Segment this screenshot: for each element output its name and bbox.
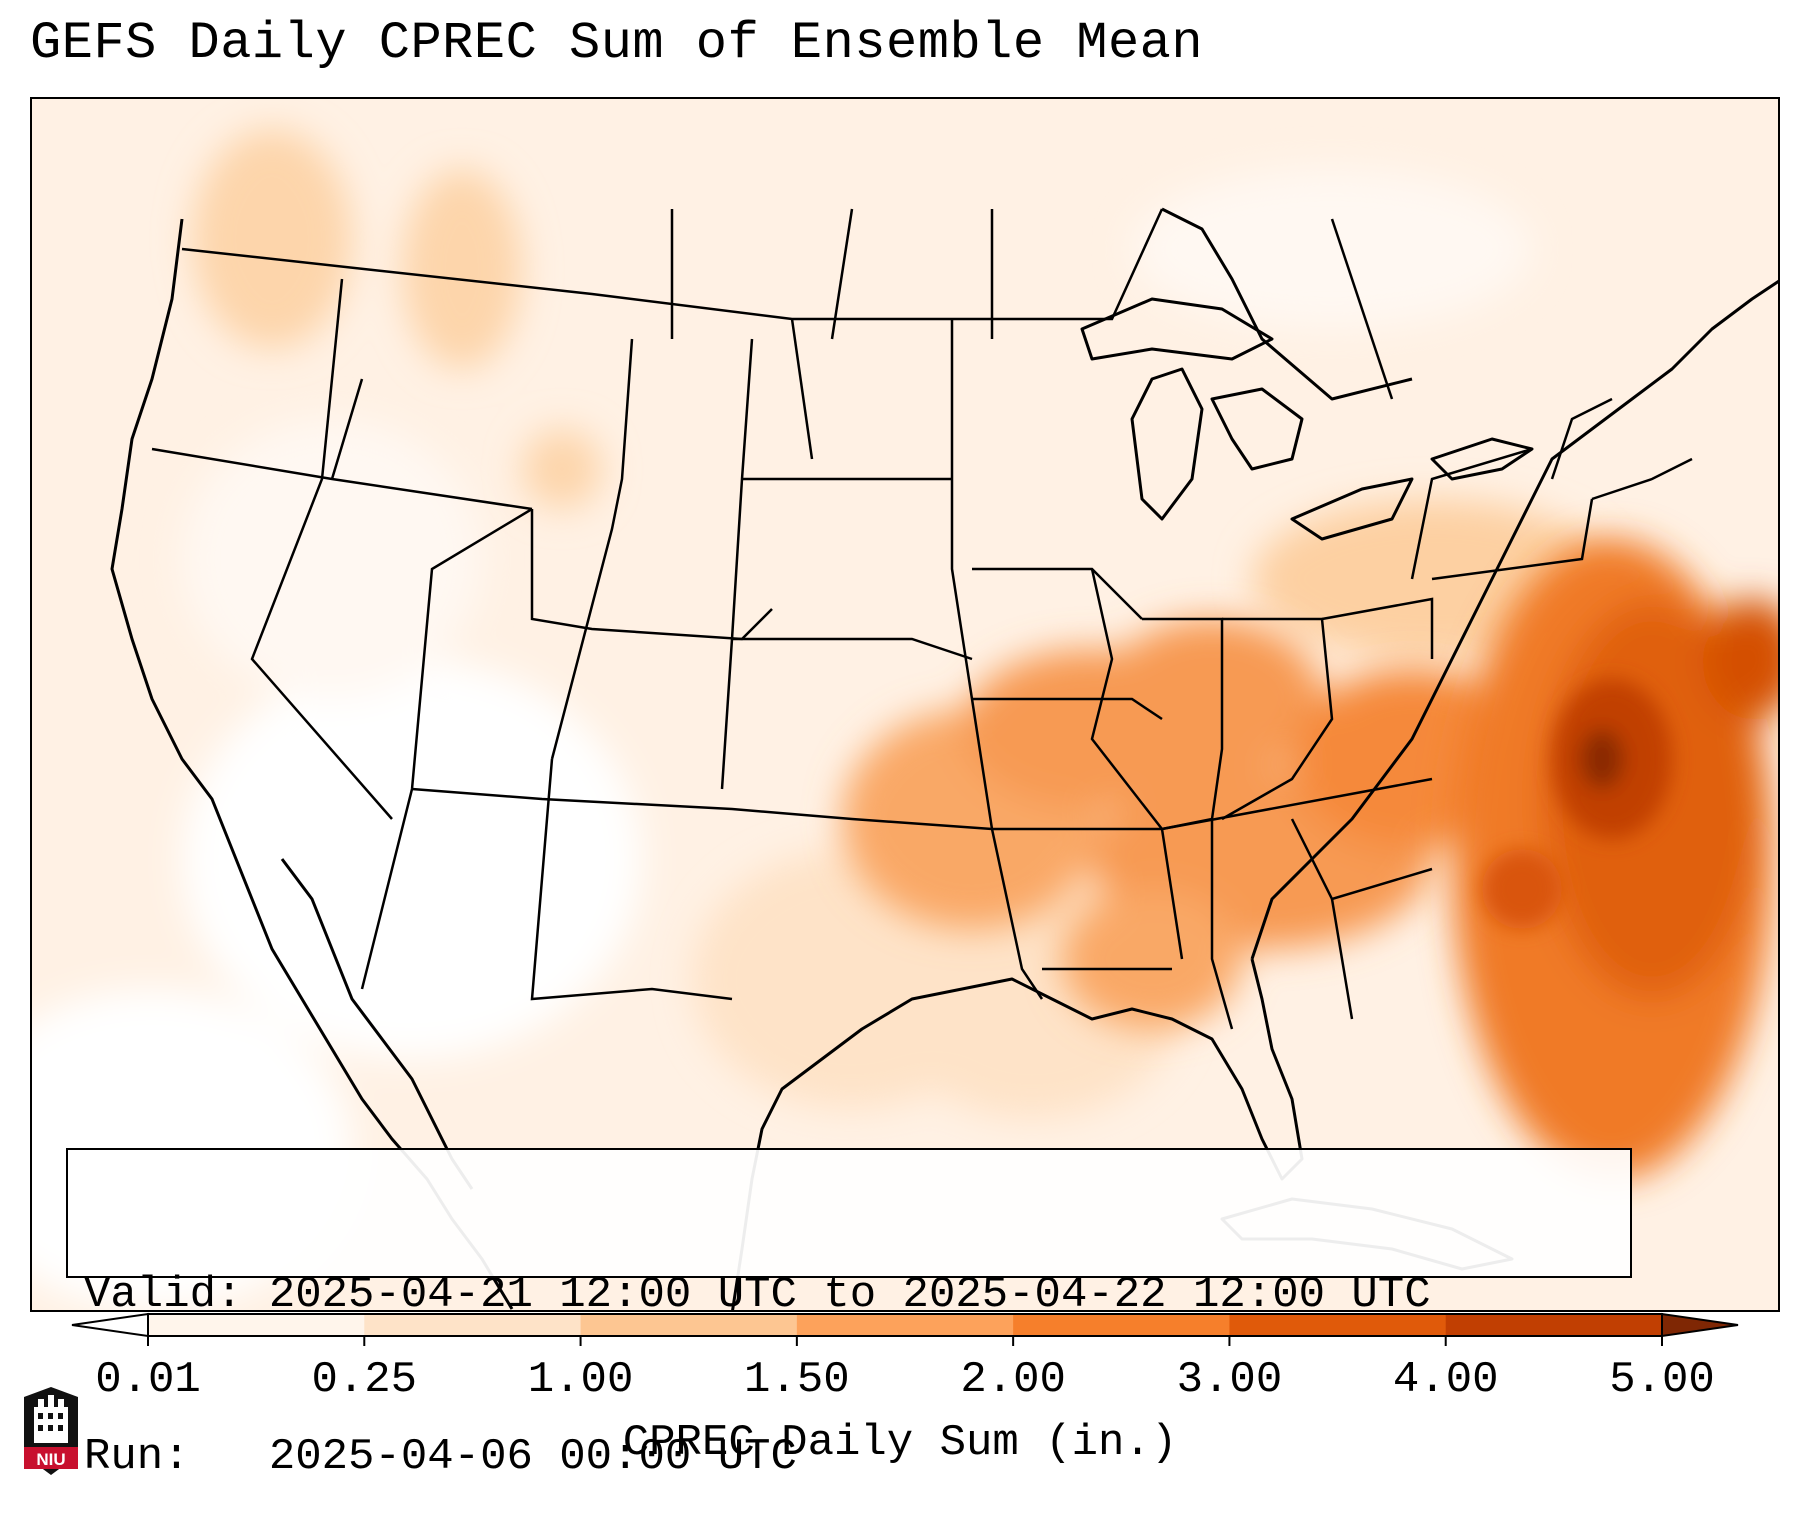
colorbar-tick-label: 5.00	[1609, 1355, 1715, 1405]
colorbar-segment	[1229, 1314, 1447, 1336]
colorbar-tick-label: 3.00	[1176, 1355, 1283, 1405]
precip-map	[32, 99, 1778, 1310]
colorbar-segment	[1013, 1314, 1230, 1336]
colorbar-segment	[364, 1314, 582, 1336]
niu-logo: NIU	[24, 1387, 78, 1475]
colorbar-over-arrow	[1661, 1312, 1739, 1338]
colorbar-outline	[147, 1313, 1663, 1337]
colorbar-tick-label: 1.50	[744, 1355, 850, 1405]
colorbar-tick-label: 0.25	[311, 1355, 418, 1405]
precip-max-core	[1482, 679, 1672, 929]
colorbar-segment	[580, 1314, 798, 1336]
colorbar-label: CPREC Daily Sum (in.)	[622, 1418, 1178, 1468]
state-borders	[151, 208, 1693, 1030]
colorbar-tick-label: 2.00	[960, 1355, 1066, 1405]
colorbar	[71, 1312, 1739, 1346]
run-line: Run: 2025-04-06 00:00 UTC	[84, 1432, 797, 1482]
niu-logo-text: NIU	[36, 1450, 65, 1469]
colorbar-under-arrow	[71, 1312, 149, 1338]
colorbar-segment	[796, 1314, 1014, 1336]
colorbar-segment	[148, 1314, 365, 1336]
colorbar-tick-label: 0.01	[95, 1355, 201, 1405]
map-panel	[30, 97, 1780, 1312]
valid-line: Valid: 2025-04-21 12:00 UTC to 2025-04-2…	[84, 1270, 1431, 1320]
colorbar-tick-label: 1.00	[527, 1355, 634, 1405]
colorbar-tick-label: 4.00	[1392, 1355, 1499, 1405]
colorbar-segment	[1445, 1314, 1663, 1336]
valid-time-box: Valid: 2025-04-21 12:00 UTC to 2025-04-2…	[66, 1148, 1632, 1482]
chart-title: GEFS Daily CPREC Sum of Ensemble Mean	[30, 14, 1204, 73]
